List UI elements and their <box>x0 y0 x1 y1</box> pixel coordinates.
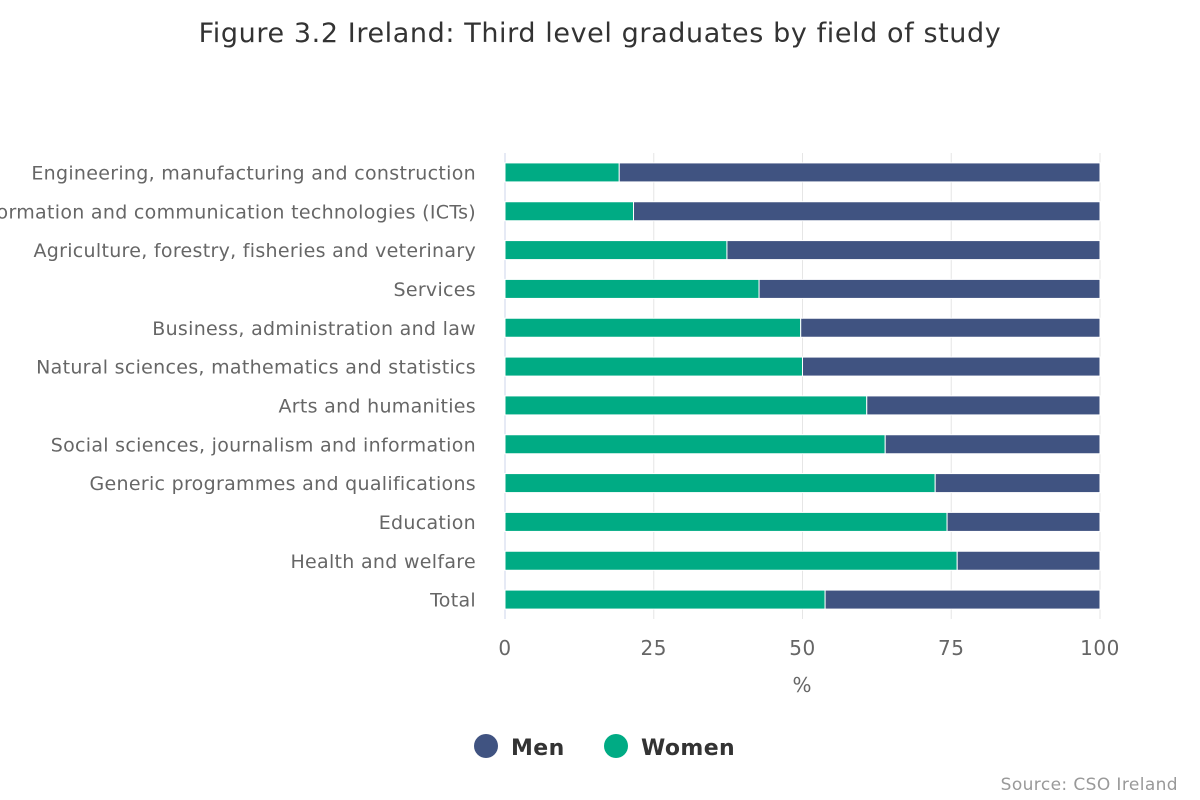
bar-men-2[interactable] <box>726 240 1101 261</box>
x-tick-label-100: 100 <box>1080 636 1120 660</box>
bar-men-1[interactable] <box>633 201 1101 222</box>
legend-marker-women[interactable] <box>604 734 628 758</box>
bar-women-5[interactable] <box>504 356 803 377</box>
category-label: Natural sciences, mathematics and statis… <box>36 357 476 379</box>
category-label: Agriculture, forestry, fisheries and vet… <box>33 240 476 262</box>
bar-women-2[interactable] <box>504 240 728 261</box>
bar-women-7[interactable] <box>504 434 886 455</box>
bar-men-10[interactable] <box>956 550 1101 571</box>
category-label: Health and welfare <box>290 551 476 573</box>
bar-men-8[interactable] <box>934 473 1101 494</box>
bars-layer <box>504 162 1101 610</box>
source-credit: Source: CSO Ireland <box>1001 775 1178 795</box>
bar-women-8[interactable] <box>504 473 936 494</box>
category-label: Arts and humanities <box>278 395 476 417</box>
category-label: Generic programmes and qualifications <box>90 473 477 495</box>
bar-women-0[interactable] <box>504 162 620 183</box>
bar-men-0[interactable] <box>618 162 1101 183</box>
category-label: Education <box>379 512 476 534</box>
bar-men-4[interactable] <box>800 317 1101 338</box>
bar-women-6[interactable] <box>504 395 868 416</box>
bar-women-9[interactable] <box>504 511 948 532</box>
x-tick-label-75: 75 <box>938 636 964 660</box>
bar-men-5[interactable] <box>802 356 1101 377</box>
x-tick-label-25: 25 <box>641 636 667 660</box>
category-label: Business, administration and law <box>152 318 476 340</box>
category-labels: Engineering, manufacturing and construct… <box>0 162 476 611</box>
category-label: Information and communication technologi… <box>0 201 476 223</box>
chart-title: Figure 3.2 Ireland: Third level graduate… <box>199 18 1002 49</box>
bar-women-10[interactable] <box>504 550 958 571</box>
bar-men-7[interactable] <box>884 434 1101 455</box>
x-tick-label-0: 0 <box>498 636 511 660</box>
category-label: Total <box>429 590 476 612</box>
bar-women-4[interactable] <box>504 317 802 338</box>
category-label: Engineering, manufacturing and construct… <box>31 162 476 184</box>
legend: Men Women <box>474 734 735 761</box>
category-label: Social sciences, journalism and informat… <box>51 434 476 456</box>
bar-men-9[interactable] <box>946 511 1101 532</box>
bar-women-3[interactable] <box>504 278 760 299</box>
grid-layer <box>504 153 1101 619</box>
bar-women-11[interactable] <box>504 589 826 610</box>
bar-men-3[interactable] <box>758 278 1101 299</box>
legend-marker-men[interactable] <box>474 734 498 758</box>
legend-label-women[interactable]: Women <box>641 736 735 761</box>
bar-men-6[interactable] <box>866 395 1101 416</box>
bar-women-1[interactable] <box>504 201 635 222</box>
x-tick-label-50: 50 <box>789 636 815 660</box>
legend-label-men[interactable]: Men <box>511 736 565 761</box>
x-axis-title: % <box>792 673 811 697</box>
x-tick-labels: 0 25 50 75 100 <box>498 636 1119 660</box>
category-label: Services <box>393 279 476 301</box>
bar-men-11[interactable] <box>824 589 1101 610</box>
